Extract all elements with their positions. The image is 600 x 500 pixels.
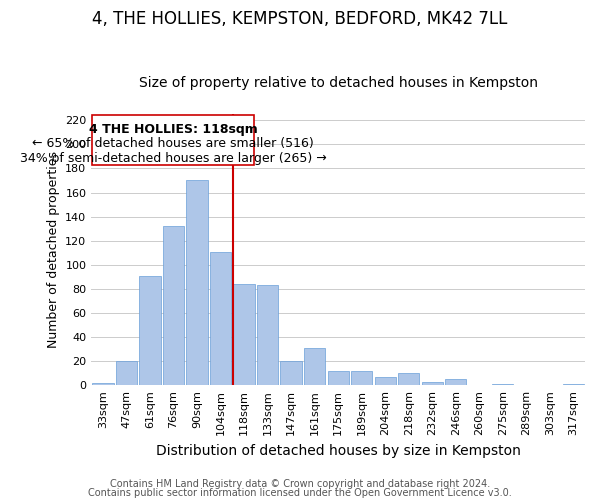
Title: Size of property relative to detached houses in Kempston: Size of property relative to detached ho… [139,76,538,90]
Bar [92,383,113,385]
Bar [445,379,466,385]
Text: 4, THE HOLLIES, KEMPSTON, BEDFORD, MK42 7LL: 4, THE HOLLIES, KEMPSTON, BEDFORD, MK42 … [92,10,508,28]
Text: Contains public sector information licensed under the Open Government Licence v3: Contains public sector information licen… [88,488,512,498]
Bar [328,370,349,385]
Bar [492,384,513,385]
Bar [116,361,137,385]
Bar [563,384,584,385]
Y-axis label: Number of detached properties: Number of detached properties [47,151,59,348]
Bar [187,180,208,385]
Bar [398,373,419,385]
Text: ← 65% of detached houses are smaller (516): ← 65% of detached houses are smaller (51… [32,137,314,150]
Bar [374,377,396,385]
Bar [351,370,372,385]
Bar [257,285,278,385]
Text: 4 THE HOLLIES: 118sqm: 4 THE HOLLIES: 118sqm [89,122,257,136]
Bar [233,284,254,385]
X-axis label: Distribution of detached houses by size in Kempston: Distribution of detached houses by size … [155,444,521,458]
Bar [280,361,302,385]
Bar [210,252,231,385]
Bar [304,348,325,385]
Text: Contains HM Land Registry data © Crown copyright and database right 2024.: Contains HM Land Registry data © Crown c… [110,479,490,489]
Bar [92,116,254,165]
Bar [163,226,184,385]
Bar [422,382,443,385]
Bar [139,276,161,385]
Text: 34% of semi-detached houses are larger (265) →: 34% of semi-detached houses are larger (… [20,152,326,164]
